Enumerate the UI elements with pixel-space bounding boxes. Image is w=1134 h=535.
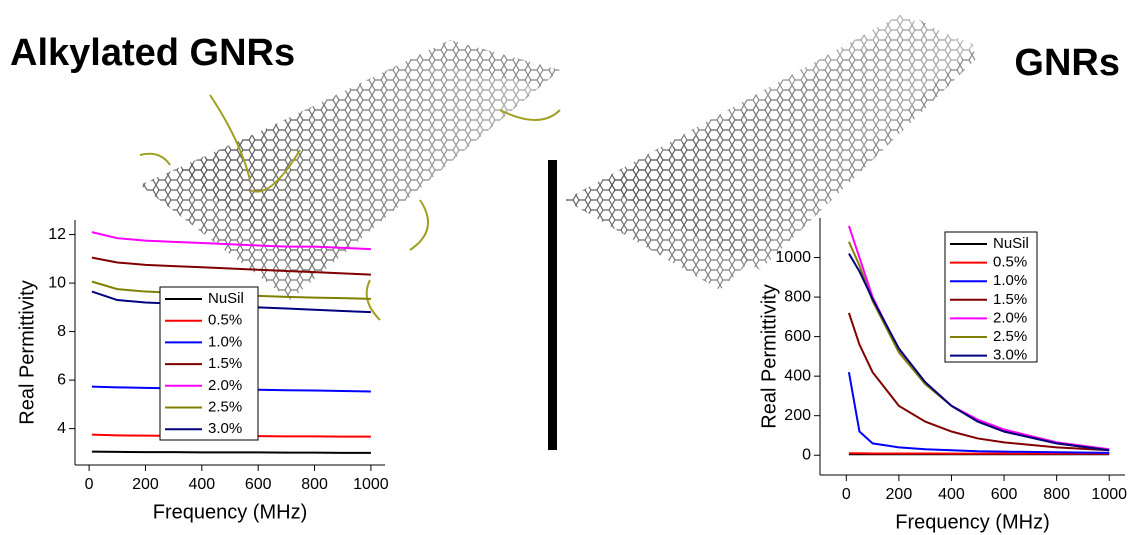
legend-box — [159, 286, 259, 441]
x-axis-label: Frequency (MHz) — [153, 501, 307, 523]
y-tick-label: 200 — [784, 407, 811, 424]
x-tick-label: 200 — [132, 476, 159, 493]
chart-title: Alkylated GNRs — [10, 32, 295, 74]
series-line — [91, 450, 371, 454]
y-tick-label: 4 — [57, 420, 66, 437]
divider — [548, 160, 557, 450]
y-tick-label: 400 — [784, 367, 811, 384]
chart-title: GNRs — [1014, 42, 1120, 84]
x-tick-label: 1000 — [353, 476, 389, 493]
ribbon-illustration-left — [139, 40, 1011, 321]
x-tick-label: 200 — [886, 486, 913, 503]
y-tick-label: 1000 — [775, 249, 811, 266]
y-axis-label: Real Permittivity — [16, 280, 38, 424]
legend-label: 2.0% — [993, 309, 1027, 326]
y-tick-label: 6 — [57, 371, 66, 388]
y-tick-label: 8 — [57, 323, 66, 340]
legend-label: NuSil — [993, 235, 1029, 252]
legend-label: 2.5% — [993, 328, 1027, 345]
ribbon-illustration-right — [565, 15, 980, 290]
legend-label: 0.5% — [208, 312, 242, 329]
legend-label: 0.5% — [993, 254, 1027, 271]
x-tick-label: 400 — [938, 486, 965, 503]
legend-label: 1.0% — [993, 272, 1027, 289]
series-line — [847, 312, 1110, 452]
legend-label: NuSil — [208, 290, 244, 307]
x-tick-label: 1000 — [1091, 486, 1127, 503]
legend-box — [944, 231, 1038, 363]
y-tick-label: 12 — [48, 226, 66, 243]
x-tick-label: 0 — [842, 486, 851, 503]
series-line — [847, 372, 1110, 454]
legend-label: 1.5% — [208, 355, 242, 372]
x-tick-label: 800 — [301, 476, 328, 493]
series-line — [91, 231, 371, 251]
y-axis-label: Real Permittivity — [758, 284, 780, 428]
y-tick-label: 800 — [784, 288, 811, 305]
x-tick-label: 600 — [245, 476, 272, 493]
x-tick-label: 600 — [991, 486, 1018, 503]
x-tick-label: 800 — [1043, 486, 1070, 503]
legend-label: 2.5% — [208, 398, 242, 415]
y-tick-label: 600 — [784, 328, 811, 345]
x-axis-label: Frequency (MHz) — [895, 511, 1049, 533]
legend-label: 1.5% — [993, 291, 1027, 308]
series-line — [91, 256, 371, 276]
legend-label: 2.0% — [208, 377, 242, 394]
x-tick-label: 400 — [188, 476, 215, 493]
series-line — [848, 253, 1110, 452]
legend-label: 3.0% — [993, 347, 1027, 364]
y-tick-label: 10 — [48, 274, 66, 291]
legend-label: 3.0% — [208, 420, 242, 437]
x-tick-label: 0 — [85, 476, 94, 493]
y-tick-label: 0 — [802, 446, 811, 463]
legend-label: 1.0% — [208, 333, 242, 350]
